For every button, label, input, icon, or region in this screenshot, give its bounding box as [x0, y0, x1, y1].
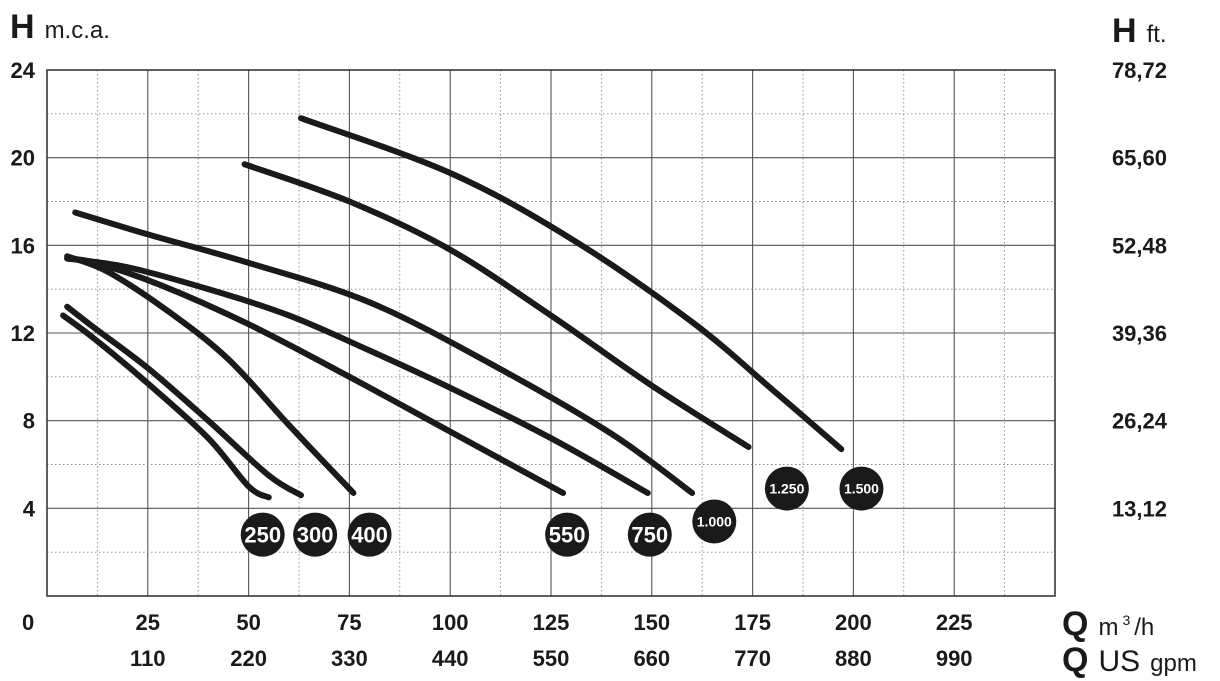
- bottom-tick-label-m3h: 75: [337, 610, 361, 635]
- bottom-tick-label-m3h: 225: [936, 610, 973, 635]
- x-axis-title-m3h: Q m 3 /h: [1062, 605, 1154, 643]
- badge-circle: [293, 512, 338, 557]
- right-tick-label: 26,24: [1112, 409, 1168, 434]
- bottom-tick-label-gpm: 330: [331, 646, 368, 671]
- bottom-tick-label-gpm: 880: [835, 646, 872, 671]
- badge-250: 250: [240, 512, 285, 557]
- x-axis-symbol-m3h: Q: [1062, 605, 1088, 643]
- right-axis-symbol: H: [1112, 12, 1137, 50]
- x-axis-unit-gpm-main: US: [1098, 645, 1140, 678]
- right-tick-label: 13,12: [1112, 496, 1167, 521]
- left-axis-title: H m.c.a.: [10, 8, 110, 46]
- right-tick-label: 78,72: [1112, 58, 1167, 83]
- curve-750: [64, 255, 651, 496]
- x-axis-title-gpm: Q US gpm: [1062, 641, 1197, 679]
- badge-label: 1.500: [844, 481, 879, 497]
- left-tick-label: 4: [23, 496, 36, 521]
- bottom-tick-label-gpm: 770: [734, 646, 771, 671]
- origin-label: 0: [22, 610, 34, 635]
- badge-label: 1.250: [769, 481, 804, 497]
- left-axis-symbol: H: [10, 8, 35, 46]
- badge-400: 400: [347, 512, 392, 557]
- right-axis-unit: ft.: [1147, 21, 1167, 48]
- right-tick-label: 52,48: [1112, 233, 1167, 258]
- badge-circle: [839, 466, 884, 511]
- badge-1000: 1.000: [692, 499, 737, 544]
- badge-circle: [764, 466, 809, 511]
- x-axis-unit-m3h-base: m: [1098, 614, 1118, 641]
- plot-frame: [46, 69, 1056, 597]
- badge-circle: [627, 512, 672, 557]
- curve-1250: [241, 161, 752, 450]
- badge-label: 550: [549, 523, 586, 548]
- badge-1250: 1.250: [764, 466, 809, 511]
- left-tick-label: 12: [11, 321, 35, 346]
- grid: [47, 70, 1055, 596]
- badge-label: 300: [297, 523, 334, 548]
- badge-label: 1.000: [697, 513, 732, 529]
- right-tick-label: 65,60: [1112, 146, 1167, 171]
- bottom-tick-label-m3h: 50: [236, 610, 260, 635]
- left-tick-label: 16: [11, 233, 35, 258]
- bottom-tick-label-gpm: 550: [533, 646, 570, 671]
- curve-badges: 250 300 400 550 750 1.000 1.250 1.500: [240, 466, 884, 557]
- right-axis-title: H ft.: [1112, 12, 1167, 50]
- x-axis-symbol-gpm: Q: [1062, 641, 1088, 679]
- left-tick-labels: 4 8 12 16 20 24: [11, 58, 36, 521]
- badge-label: 400: [351, 523, 388, 548]
- x-axis-unit-m3h-sup: 3: [1122, 612, 1130, 628]
- badge-1500: 1.500: [839, 466, 884, 511]
- bottom-tick-label-m3h: 25: [136, 610, 160, 635]
- bottom-tick-label-m3h: 150: [633, 610, 670, 635]
- bottom-tick-label-gpm: 990: [936, 646, 973, 671]
- bottom-tick-label-m3h: 200: [835, 610, 872, 635]
- badge-750: 750: [627, 512, 672, 557]
- x-axis-unit-gpm-small: gpm: [1150, 650, 1197, 677]
- left-axis-unit: m.c.a.: [45, 17, 110, 44]
- bottom-tick-label-gpm: 220: [230, 646, 267, 671]
- right-tick-label: 39,36: [1112, 321, 1167, 346]
- curve-1500: [298, 115, 845, 453]
- bottom-tick-label-gpm: 110: [130, 646, 166, 671]
- left-tick-label: 20: [11, 146, 35, 171]
- bottom-tick-label-m3h: 125: [533, 610, 570, 635]
- badge-label: 250: [244, 523, 281, 548]
- x-axis-unit-m3h-rest: /h: [1134, 614, 1154, 641]
- right-tick-labels: 13,12 26,24 39,36 52,48 65,60 78,72: [1112, 58, 1168, 521]
- badge-circle: [240, 512, 285, 557]
- badge-circle: [347, 512, 392, 557]
- left-tick-label: 8: [23, 409, 35, 434]
- badge-circle: [692, 499, 737, 544]
- curve-1000: [72, 209, 696, 496]
- bottom-tick-label-m3h: 175: [734, 610, 771, 635]
- bottom-tick-label-gpm: 660: [633, 646, 670, 671]
- curve-400: [64, 253, 357, 496]
- badge-550: 550: [545, 512, 590, 557]
- pump-curves: [60, 115, 845, 501]
- left-tick-label: 24: [11, 58, 36, 83]
- bottom-tick-label-m3h: 100: [432, 610, 469, 635]
- curve-250: [60, 312, 272, 501]
- bottom-tick-labels-m3h: 25 50 75 100 125 150 175 200 225: [136, 610, 973, 635]
- bottom-tick-labels-gpm: 110 220 330 440 550 660 770 880 990: [130, 646, 973, 671]
- bottom-tick-label-gpm: 440: [432, 646, 469, 671]
- badge-300: 300: [293, 512, 338, 557]
- curve-300: [64, 303, 305, 499]
- badge-circle: [545, 512, 590, 557]
- badge-label: 750: [631, 523, 668, 548]
